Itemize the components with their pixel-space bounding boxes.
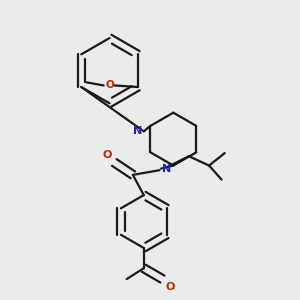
Text: O: O [106,80,114,91]
Text: O: O [166,282,175,292]
Text: N: N [162,164,172,174]
Text: O: O [102,150,112,160]
Text: N: N [133,126,142,136]
